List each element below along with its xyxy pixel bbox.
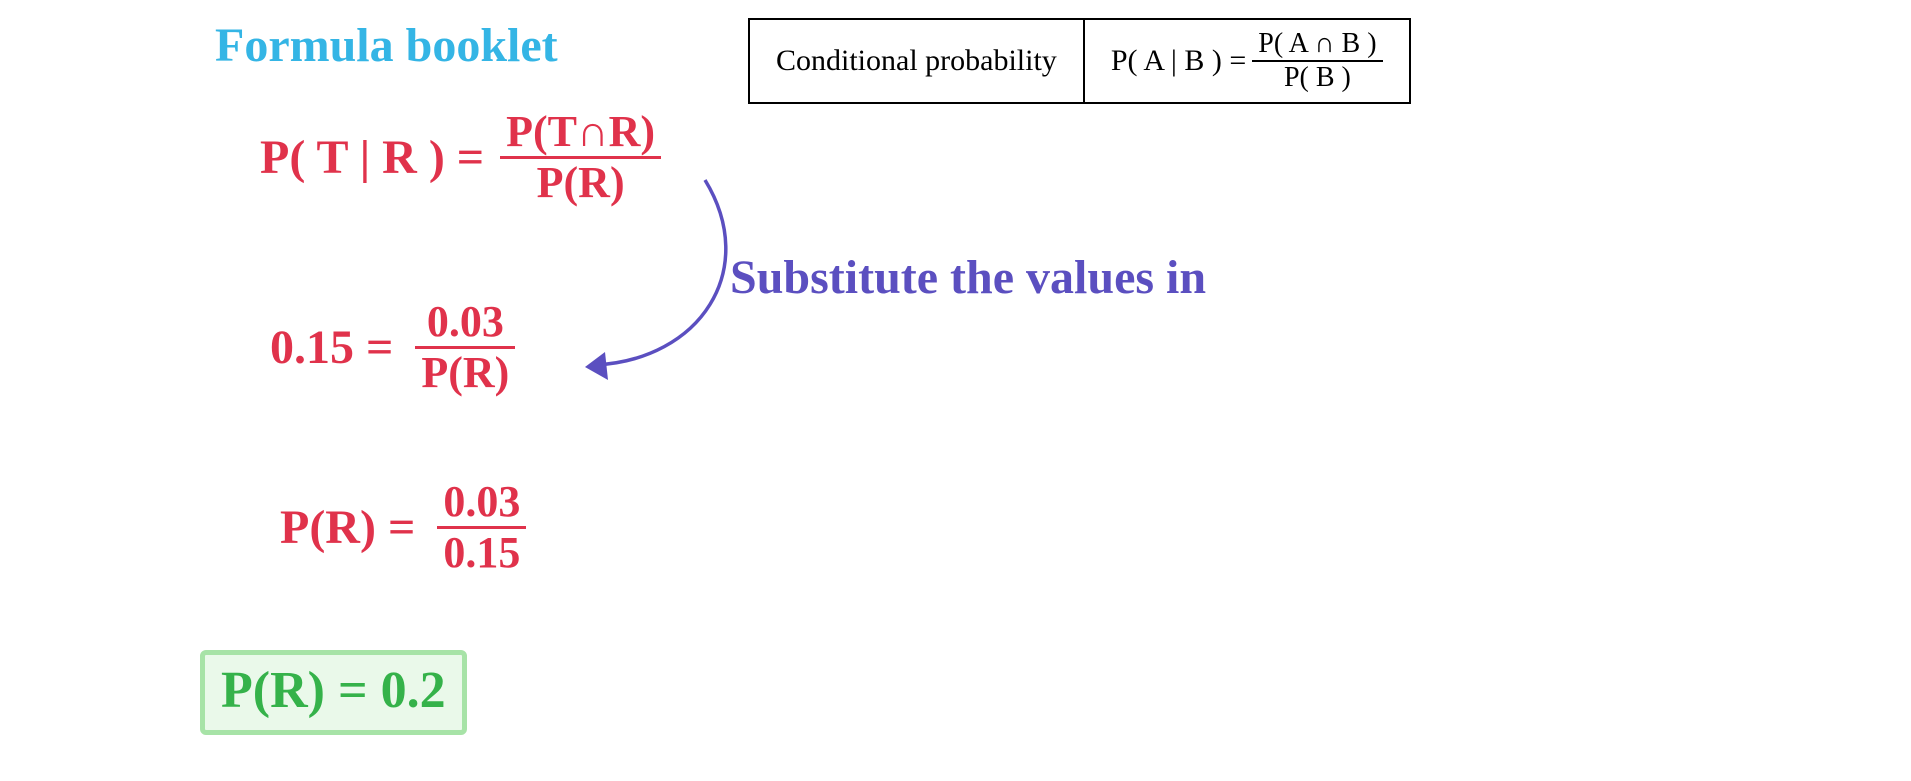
formula-fraction: P( A ∩ B ) P( B ) xyxy=(1252,30,1382,92)
step2-denominator: P(R) xyxy=(415,349,515,395)
step1-equation: P( T | R ) = P(T∩R) P(R) xyxy=(260,110,661,205)
step3-fraction: 0.03 0.15 xyxy=(437,480,526,575)
step3-denominator: 0.15 xyxy=(437,529,526,575)
formula-denominator: P( B ) xyxy=(1278,62,1357,92)
step1-lhs: P( T | R ) = xyxy=(260,130,484,185)
step2-lhs: 0.15 = xyxy=(270,320,393,375)
step1-numerator: P(T∩R) xyxy=(500,110,661,156)
formula-numerator: P( A ∩ B ) xyxy=(1252,30,1382,60)
answer-box: P(R) = 0.2 xyxy=(200,650,467,735)
step2-numerator: 0.03 xyxy=(421,300,510,346)
answer-text: P(R) = 0.2 xyxy=(221,662,446,719)
formula-box-label: Conditional probability xyxy=(750,20,1083,102)
formula-box-equation: P( A | B ) = P( A ∩ B ) P( B ) xyxy=(1085,20,1409,102)
formula-box: Conditional probability P( A | B ) = P( … xyxy=(748,18,1411,104)
step3-equation: P(R) = 0.03 0.15 xyxy=(280,480,526,575)
step2-equation: 0.15 = 0.03 P(R) xyxy=(270,300,515,395)
step3-lhs: P(R) = xyxy=(280,500,415,555)
step3-numerator: 0.03 xyxy=(437,480,526,526)
step1-fraction: P(T∩R) P(R) xyxy=(500,110,661,205)
formula-lhs: P( A | B ) = xyxy=(1111,44,1246,78)
step2-fraction: 0.03 P(R) xyxy=(415,300,515,395)
annotation-substitute: Substitute the values in xyxy=(730,250,1206,305)
heading-formula-booklet: Formula booklet xyxy=(215,18,558,73)
step1-denominator: P(R) xyxy=(531,159,631,205)
